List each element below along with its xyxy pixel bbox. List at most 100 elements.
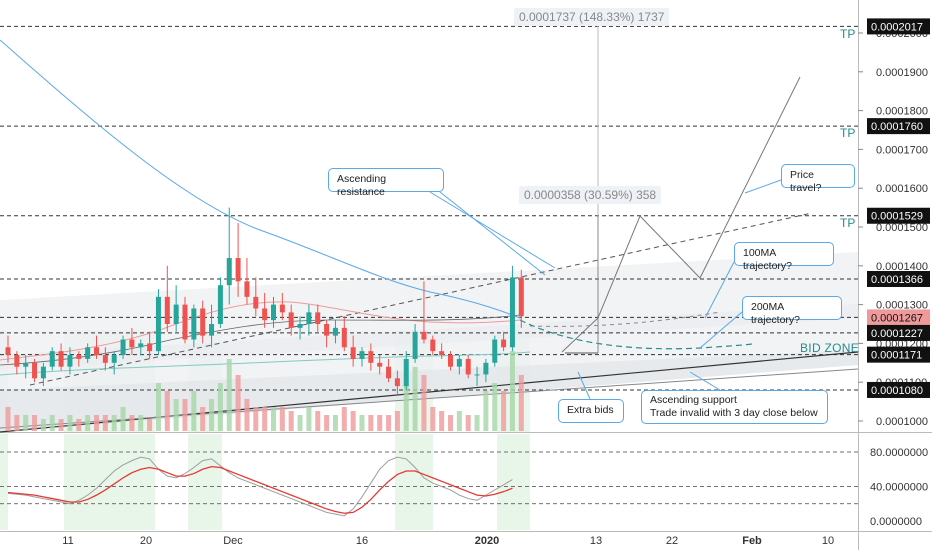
projection-200ma (519, 319, 753, 350)
volume-bar (341, 407, 347, 431)
volume-bar (394, 411, 400, 431)
leader-100ma (704, 261, 735, 319)
candle-body (40, 366, 46, 379)
candle-body (386, 366, 392, 379)
candle-body (14, 355, 20, 367)
volume-bar (58, 419, 64, 431)
candle-body (271, 304, 276, 321)
leader-200ma (699, 311, 743, 349)
volume-bar (40, 419, 46, 431)
leader-support (689, 371, 721, 391)
candle-body (448, 355, 453, 367)
candle-body (102, 355, 108, 363)
candle-body (120, 339, 126, 356)
price-tag-bg (867, 270, 930, 287)
price-tag-label: 0.0001760 (871, 121, 923, 133)
volume-bar (200, 407, 206, 431)
oscillator-highlight-band (64, 434, 155, 530)
callout-ascending-resistance: Ascending resistance (328, 168, 444, 198)
volume-bar (23, 415, 29, 431)
channel-fill-mid (0, 304, 858, 370)
candle-body (217, 285, 223, 324)
volume-bar (403, 383, 409, 431)
candle-body (456, 358, 462, 367)
price-tag-bg (867, 309, 930, 326)
callout-200ma-trajectory: 200MA trajectory? (742, 296, 842, 326)
candle-body (350, 347, 356, 359)
volume-bar (509, 351, 515, 431)
candle-body (173, 304, 179, 324)
volume-bar (501, 391, 507, 431)
price-tag-label: 0.0001227 (871, 328, 923, 340)
candle-body (76, 355, 82, 359)
candle-body (226, 258, 232, 286)
candle-body (359, 351, 365, 359)
candle-body (253, 296, 259, 309)
volume-bar (421, 375, 427, 431)
leader-extra-bids (577, 371, 591, 400)
candle-body (332, 327, 338, 336)
callout-100ma-trajectory: 100MA trajectory? (734, 242, 834, 272)
candle-body (412, 331, 418, 359)
candle-body (67, 355, 73, 367)
candle-body (421, 331, 427, 340)
candle-body (147, 343, 153, 352)
time-tick-label: 2020 (475, 535, 499, 547)
time-tick-label: Dec (223, 535, 243, 547)
volume-bar (448, 415, 453, 431)
price-tag-label: 0.0002017 (871, 21, 923, 33)
volume-bar (209, 399, 215, 431)
candle-body (483, 362, 489, 375)
volume-bar (386, 415, 392, 431)
price-tag-label: 0.0001080 (871, 385, 923, 397)
candle-body (368, 351, 374, 363)
measure-label-mid: 0.0000358 (30.59%) 358 (519, 186, 662, 204)
candle-body (244, 281, 250, 297)
volume-bar (465, 415, 471, 431)
price-tick-label: 0.0001900 (876, 67, 928, 79)
time-tick-label: 11 (62, 535, 73, 547)
volume-bar (217, 383, 223, 431)
oscillator-highlight-band (395, 434, 433, 530)
time-tick-label: Feb (742, 535, 762, 547)
price-tick-label: 0.0001000 (876, 416, 928, 428)
candle-body (474, 374, 480, 376)
price-tag-bg (867, 207, 930, 224)
price-tag-label: 0.0001267 (871, 312, 923, 324)
candle-body (94, 347, 99, 356)
candle-body (297, 324, 303, 328)
volume-bar (164, 391, 170, 431)
oscillator-highlight-band (497, 434, 530, 530)
volume-bar (297, 415, 303, 431)
volume-bar (155, 383, 161, 431)
projection-100ma (529, 311, 721, 327)
volume-bar (138, 415, 144, 431)
time-tick-label: 16 (356, 535, 368, 547)
bid-zone-label: BID ZONE (800, 341, 860, 355)
volume-bar (147, 419, 153, 431)
callout-ascending-support: Ascending support Trade invalid with 3 d… (641, 390, 828, 424)
tp-label-2: TP (840, 126, 856, 140)
candle-body (439, 351, 445, 356)
candle-body (341, 327, 347, 348)
candle-body (164, 296, 170, 324)
price-tick-label: 0.0001400 (876, 261, 928, 273)
candle-body (49, 351, 55, 367)
volume-bar (315, 411, 321, 431)
tp-label-1: TP (840, 27, 856, 41)
price-tick-label: 0.0001600 (876, 183, 928, 195)
candle-body (394, 378, 400, 387)
candle-body (465, 358, 471, 375)
price-tag-label: 0.0001529 (871, 211, 923, 223)
ma-teal (0, 351, 531, 376)
oscillator-highlight-band (0, 434, 8, 530)
volume-bar (49, 415, 55, 431)
volume-bar (253, 407, 259, 431)
candle-body (403, 358, 409, 387)
volume-bar (173, 399, 179, 431)
volume-bar (129, 415, 135, 431)
price-travel-path (561, 76, 801, 353)
candle-body (262, 308, 268, 321)
oscillator-fast-line (7, 456, 513, 517)
